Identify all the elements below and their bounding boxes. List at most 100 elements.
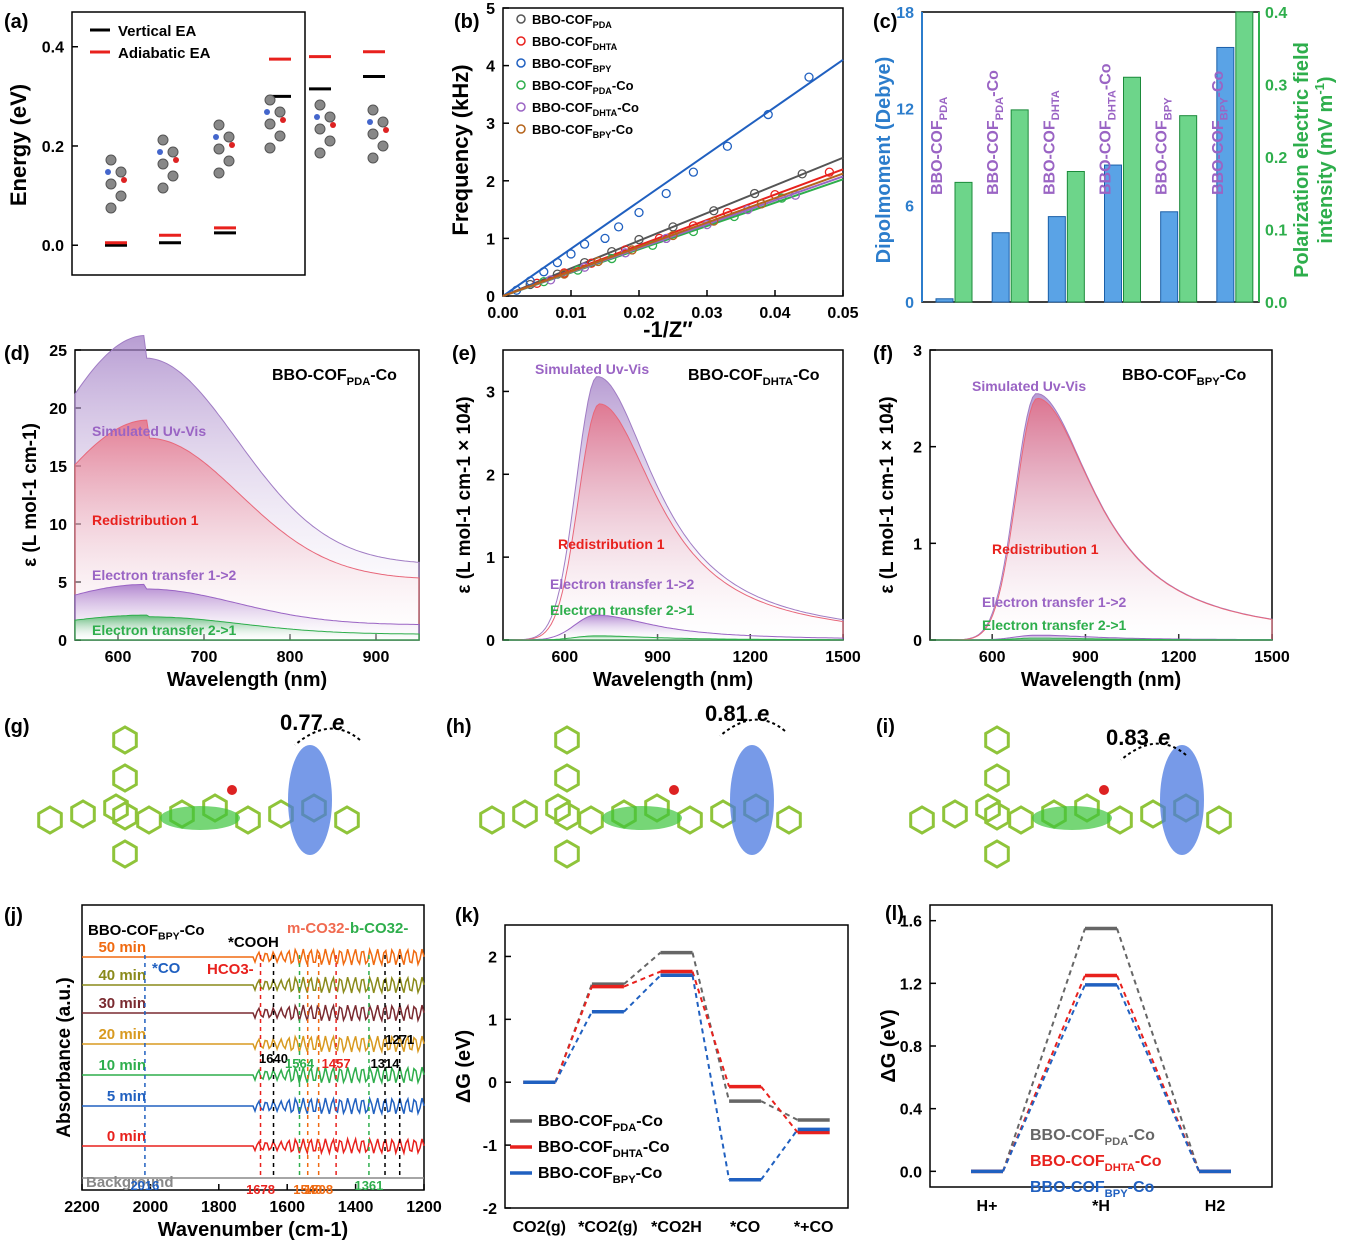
spectrum-area bbox=[503, 614, 844, 641]
peak-label: 1314 bbox=[371, 1056, 401, 1071]
x-axis-label-b: -1/Z″ bbox=[643, 317, 693, 342]
atom-icon bbox=[274, 106, 286, 118]
legend-label-a: Adiabatic EA bbox=[118, 45, 211, 62]
x-tick-label-d: 700 bbox=[191, 649, 218, 666]
plot-frame-l bbox=[929, 904, 1273, 1188]
ring-icon bbox=[677, 805, 703, 835]
data-point bbox=[688, 167, 699, 177]
legend-label-k: BBO-COFBPY-Co bbox=[538, 1165, 663, 1186]
data-point bbox=[763, 109, 773, 120]
x-tick-label-e: 1500 bbox=[825, 649, 861, 666]
charge-cloud-green bbox=[602, 806, 682, 830]
spectrum-line bbox=[82, 1033, 425, 1055]
energy-connector bbox=[760, 1128, 799, 1181]
x-tick-label-j: 1600 bbox=[269, 1199, 305, 1216]
y-tick-label-d: 15 bbox=[49, 459, 67, 476]
plot-frame-k bbox=[504, 924, 849, 1209]
ring-icon bbox=[112, 763, 138, 793]
panel-label-h: (h) bbox=[446, 716, 472, 738]
x-category-label-k: *CO2(g) bbox=[578, 1219, 638, 1236]
oxygen-atom-icon bbox=[669, 785, 679, 795]
field-bar bbox=[1010, 109, 1029, 303]
series-label-e: Redistribution 1 bbox=[558, 536, 665, 552]
y-tick-label-b: 5 bbox=[486, 1, 495, 18]
x-tick-label-j: 1400 bbox=[338, 1199, 374, 1216]
data-point bbox=[613, 222, 624, 232]
time-label-j: 0 min bbox=[107, 1128, 146, 1145]
y-axis-label-l: ΔG (eV) bbox=[878, 1009, 900, 1082]
atom-icon bbox=[280, 117, 286, 123]
charge-cloud-green bbox=[160, 806, 240, 830]
panel-title-f: BBO-COFBPY-Co bbox=[1122, 367, 1247, 388]
charge-transfer-label: 0.83 bbox=[1106, 725, 1149, 750]
legend-marker-b bbox=[516, 36, 526, 46]
y-tick-label-right-c: 0.2 bbox=[1265, 150, 1287, 167]
atom-icon bbox=[115, 166, 127, 178]
y-tick-label-f: 2 bbox=[913, 440, 922, 457]
energy-connector bbox=[1116, 928, 1200, 1172]
x-category-label-l: H2 bbox=[1205, 1198, 1226, 1215]
ring-icon bbox=[554, 725, 580, 755]
energy-connector bbox=[554, 1011, 593, 1083]
spectrum-area bbox=[74, 419, 420, 641]
category-label-c: BBO-COFBPY-Co bbox=[1210, 70, 1231, 195]
atom-icon bbox=[157, 149, 163, 155]
y-tick-label-right-c: 0.4 bbox=[1265, 5, 1287, 22]
energy-connector bbox=[554, 983, 593, 1083]
y-tick-label-left-c: 18 bbox=[896, 5, 914, 22]
series-label-d: Electron transfer 2->1 bbox=[92, 622, 237, 638]
data-point bbox=[552, 257, 563, 268]
peak-label: 1508 bbox=[304, 1182, 333, 1197]
ring-icon bbox=[554, 801, 580, 831]
energy-connector bbox=[1116, 984, 1200, 1172]
field-bar bbox=[1123, 76, 1141, 303]
data-point bbox=[525, 276, 535, 286]
dipole-bar bbox=[935, 298, 954, 303]
spectrum-line bbox=[82, 974, 425, 996]
data-point bbox=[722, 141, 733, 151]
atom-icon bbox=[324, 111, 336, 123]
y-axis-label-f: ε (L mol-1 cm-1 × 104) bbox=[877, 396, 898, 593]
ring-icon bbox=[554, 763, 580, 793]
panel-label-j: (j) bbox=[4, 905, 23, 927]
y-tick-label-left-c: 6 bbox=[905, 198, 914, 215]
y-tick-label-k: 1 bbox=[488, 1012, 497, 1029]
x-axis-label-f: Wavelength (nm) bbox=[1021, 669, 1181, 691]
molecule-structure-icon bbox=[213, 119, 235, 179]
charge-transfer-unit: e bbox=[757, 701, 769, 726]
atom-icon bbox=[105, 169, 111, 175]
data-point bbox=[579, 239, 590, 249]
dipole-bar bbox=[1216, 46, 1235, 303]
y-axis-label-right-c: Polarization electric field intensity (mV… bbox=[1291, 42, 1337, 278]
y-tick-label-left-c: 0 bbox=[905, 295, 914, 312]
data-point bbox=[709, 216, 719, 226]
x-tick-label-j: 1800 bbox=[201, 1199, 237, 1216]
atom-icon bbox=[330, 122, 336, 128]
transfer-arrow-icon bbox=[719, 718, 786, 737]
category-label-c: BBO-COFDHTA-Co bbox=[1098, 63, 1119, 195]
legend-label-b: BBO-COFBPY-Co bbox=[532, 122, 633, 140]
spectrum-line bbox=[82, 1064, 425, 1086]
charge-cloud-blue bbox=[288, 745, 332, 855]
x-tick-label-b: 0.05 bbox=[827, 305, 858, 322]
energy-connector bbox=[760, 1086, 799, 1134]
ring-icon bbox=[70, 799, 96, 829]
x-tick-label-f: 1500 bbox=[1254, 649, 1290, 666]
x-tick-label-b: 0.03 bbox=[691, 305, 722, 322]
x-tick-label-f: 1200 bbox=[1161, 649, 1197, 666]
y-tick-label-right-c: 0.0 bbox=[1265, 295, 1287, 312]
panel-label-b: (b) bbox=[454, 11, 480, 33]
fit-line bbox=[502, 172, 844, 297]
peak-label: 1457 bbox=[322, 1056, 351, 1071]
energy-connector bbox=[691, 971, 731, 1087]
x-axis-label-j: Wavenumber (cm-1) bbox=[158, 1219, 348, 1241]
time-label-j: 30 min bbox=[98, 995, 146, 1012]
atom-icon bbox=[314, 99, 326, 111]
atom-icon bbox=[213, 119, 225, 131]
y-tick-label-d: 25 bbox=[49, 343, 67, 360]
atom-icon bbox=[377, 140, 389, 152]
atom-icon bbox=[367, 119, 373, 125]
x-category-label-l: *H bbox=[1092, 1198, 1110, 1215]
y-tick-label-l: 1.6 bbox=[900, 914, 922, 931]
x-tick-label-e: 600 bbox=[551, 649, 578, 666]
